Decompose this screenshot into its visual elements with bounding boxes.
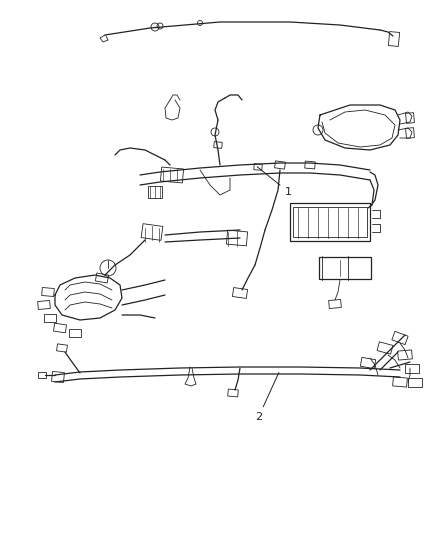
Bar bbox=[304, 161, 314, 169]
Bar bbox=[38, 301, 50, 310]
Bar bbox=[292, 207, 366, 237]
Bar bbox=[290, 203, 369, 241]
Bar bbox=[44, 314, 56, 322]
Bar bbox=[392, 377, 406, 387]
Bar bbox=[274, 161, 285, 169]
Bar bbox=[53, 323, 66, 333]
Text: 1: 1 bbox=[257, 167, 291, 197]
Bar bbox=[391, 332, 407, 345]
Bar bbox=[141, 224, 162, 240]
Bar bbox=[95, 273, 108, 283]
Bar bbox=[160, 167, 183, 183]
Bar bbox=[397, 350, 411, 360]
Bar bbox=[407, 377, 421, 386]
Bar bbox=[318, 257, 370, 279]
Bar bbox=[405, 112, 413, 123]
Bar bbox=[69, 329, 81, 337]
Bar bbox=[42, 287, 54, 296]
Bar bbox=[328, 300, 341, 309]
Bar bbox=[376, 342, 392, 354]
Bar bbox=[57, 344, 67, 352]
Bar bbox=[253, 164, 261, 171]
Text: 2: 2 bbox=[254, 373, 278, 422]
Bar bbox=[405, 128, 413, 139]
Bar bbox=[148, 186, 162, 198]
Bar bbox=[38, 372, 46, 378]
Bar bbox=[52, 372, 64, 383]
Bar bbox=[232, 288, 247, 298]
Bar bbox=[227, 389, 238, 397]
Bar bbox=[360, 357, 375, 369]
Bar bbox=[213, 142, 222, 148]
Bar bbox=[388, 31, 399, 46]
Bar bbox=[226, 230, 247, 246]
Bar bbox=[404, 364, 418, 373]
